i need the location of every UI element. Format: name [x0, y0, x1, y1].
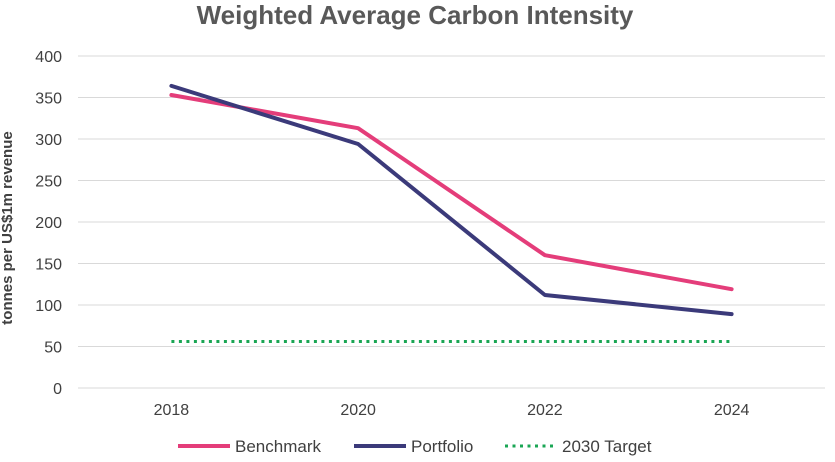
- x-axis-ticks: 2018 2020 2022 2024: [154, 402, 750, 419]
- x-tick-label: 2024: [714, 402, 750, 419]
- series-line-portfolio: [169, 83, 734, 317]
- y-tick-label: 400: [35, 49, 62, 66]
- x-tick-label: 2022: [527, 402, 563, 419]
- y-axis-ticks: 0 50 100 150 200 250 300 350 400: [35, 49, 62, 398]
- series-lines: [169, 83, 734, 343]
- y-axis-label: tonnes per US$1m revenue: [0, 131, 16, 324]
- legend: Benchmark Portfolio 2030 Target: [178, 437, 652, 456]
- legend-label: Portfolio: [411, 437, 473, 456]
- y-tick-label: 0: [53, 381, 62, 398]
- y-tick-label: 50: [44, 340, 62, 357]
- y-tick-label: 150: [35, 257, 62, 274]
- y-tick-label: 300: [35, 132, 62, 149]
- legend-label: 2030 Target: [562, 437, 652, 456]
- legend-label: Benchmark: [235, 437, 321, 456]
- y-tick-label: 100: [35, 298, 62, 315]
- chart-title: Weighted Average Carbon Intensity: [197, 0, 634, 30]
- series-line-benchmark: [169, 93, 734, 292]
- y-tick-label: 200: [35, 215, 62, 232]
- x-tick-label: 2018: [154, 402, 190, 419]
- x-tick-label: 2020: [340, 402, 376, 419]
- y-tick-label: 250: [35, 174, 62, 191]
- y-tick-label: 350: [35, 91, 62, 108]
